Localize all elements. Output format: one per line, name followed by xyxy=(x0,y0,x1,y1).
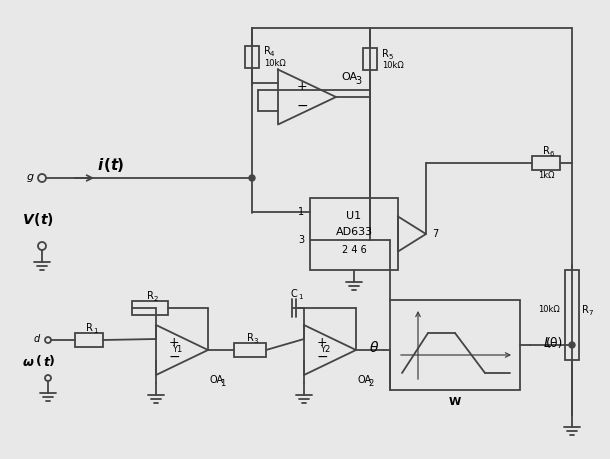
Text: V: V xyxy=(23,213,34,227)
Text: ): ) xyxy=(49,356,55,369)
Text: Y1: Y1 xyxy=(172,345,182,353)
Text: (θ): (θ) xyxy=(547,336,564,349)
Text: (: ( xyxy=(104,158,110,174)
Text: R: R xyxy=(246,333,253,343)
Text: d: d xyxy=(34,334,40,344)
Text: 7: 7 xyxy=(588,310,592,316)
Text: R: R xyxy=(264,46,271,56)
Text: (: ( xyxy=(34,213,40,227)
Text: 1: 1 xyxy=(220,379,225,387)
Text: Y2: Y2 xyxy=(320,345,330,353)
Text: C: C xyxy=(290,289,298,299)
Bar xyxy=(390,300,520,390)
Bar xyxy=(245,45,259,67)
Text: +: + xyxy=(169,336,179,348)
Text: 3: 3 xyxy=(355,75,361,85)
Text: 3: 3 xyxy=(254,338,258,344)
Text: R: R xyxy=(146,291,154,301)
Text: 1kΩ: 1kΩ xyxy=(538,170,554,179)
Text: θ: θ xyxy=(370,341,378,355)
Text: g: g xyxy=(27,172,34,182)
Text: 2: 2 xyxy=(368,379,373,387)
Text: 3: 3 xyxy=(298,235,304,245)
Text: i: i xyxy=(98,158,102,174)
Text: t: t xyxy=(110,158,118,174)
Text: t: t xyxy=(41,213,48,227)
Circle shape xyxy=(569,342,575,348)
Text: 1: 1 xyxy=(93,328,97,334)
Text: 4: 4 xyxy=(270,51,274,57)
Text: t: t xyxy=(43,356,49,369)
Text: U1: U1 xyxy=(346,211,362,221)
Text: 10kΩ: 10kΩ xyxy=(382,62,404,71)
Text: ): ) xyxy=(47,213,53,227)
Bar xyxy=(310,198,398,270)
Text: (: ( xyxy=(36,356,42,369)
Text: OA: OA xyxy=(210,375,224,385)
Bar xyxy=(234,343,266,357)
Bar xyxy=(363,48,377,70)
Text: 10kΩ: 10kΩ xyxy=(538,306,560,314)
Text: AD633: AD633 xyxy=(336,227,373,237)
Text: R: R xyxy=(85,323,93,333)
Text: 5: 5 xyxy=(388,54,392,60)
Text: ω: ω xyxy=(23,356,34,369)
Text: +: + xyxy=(317,336,328,348)
Text: 2: 2 xyxy=(154,296,158,302)
Text: 10kΩ: 10kΩ xyxy=(264,59,285,68)
Text: 7: 7 xyxy=(432,229,438,239)
Text: 6: 6 xyxy=(550,151,554,157)
Text: 1: 1 xyxy=(298,294,302,300)
Bar xyxy=(132,301,168,315)
Text: R: R xyxy=(542,146,550,156)
Text: ): ) xyxy=(117,158,123,174)
Bar xyxy=(565,270,579,360)
Text: −: − xyxy=(296,99,308,113)
Text: 2 4 6: 2 4 6 xyxy=(342,245,367,255)
Text: +: + xyxy=(296,80,307,94)
Text: 1: 1 xyxy=(298,207,304,217)
Text: −: − xyxy=(168,350,180,364)
Circle shape xyxy=(249,175,255,181)
Bar xyxy=(532,156,560,170)
Text: OA: OA xyxy=(358,375,372,385)
Text: W: W xyxy=(449,397,461,407)
Bar xyxy=(75,333,103,347)
Text: L: L xyxy=(544,336,552,350)
Text: R: R xyxy=(382,49,389,59)
Text: OA: OA xyxy=(341,73,357,83)
Text: R: R xyxy=(582,305,589,315)
Text: −: − xyxy=(316,350,328,364)
